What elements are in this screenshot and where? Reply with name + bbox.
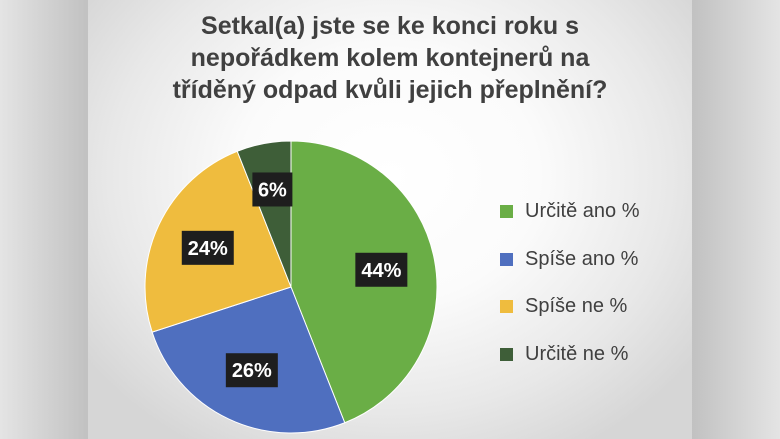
data-label-box [181, 230, 234, 265]
legend-item-urcite-ano: Určitě ano % [500, 188, 680, 236]
data-label-urcite-ne: 6% [252, 172, 293, 207]
data-label-box [355, 252, 408, 287]
data-label-spise-ano: 26% [225, 353, 278, 388]
legend-item-urcite-ne: Určitě ne % [500, 331, 680, 379]
data-label-box [225, 353, 278, 388]
legend-item-spise-ano: Spíše ano % [500, 236, 680, 284]
data-label-text: 26% [232, 360, 272, 382]
legend-swatch [500, 300, 513, 314]
data-label-text: 24% [188, 238, 228, 260]
legend-swatch [500, 205, 513, 219]
legend-item-spise-ne: Spíše ne % [500, 283, 680, 331]
data-label-text: 6% [258, 179, 287, 201]
chart-title-line-1: Setkal(a) jste se ke konci roku s [201, 12, 579, 40]
chart-legend: Určitě ano % Spíše ano % Spíše ne % Urči… [500, 188, 680, 378]
data-label-urcite-ano: 44% [355, 252, 408, 287]
data-label-text: 44% [361, 260, 401, 282]
legend-label: Spíše ne % [525, 295, 628, 318]
legend-label: Spíše ano % [525, 247, 639, 270]
legend-label: Určitě ne % [525, 342, 629, 365]
legend-swatch [500, 347, 513, 361]
chart-title: Setkal(a) jste se ke konci roku s nepořá… [0, 10, 780, 106]
data-label-box [252, 172, 293, 207]
data-label-spise-ne: 24% [181, 230, 234, 265]
legend-swatch [500, 252, 513, 266]
legend-label: Určitě ano % [525, 200, 640, 223]
chart-title-line-3: tříděný odpad kvůli jejich přeplnění? [172, 76, 608, 104]
chart-title-line-2: nepořádkem kolem kontejnerů na [190, 44, 590, 72]
